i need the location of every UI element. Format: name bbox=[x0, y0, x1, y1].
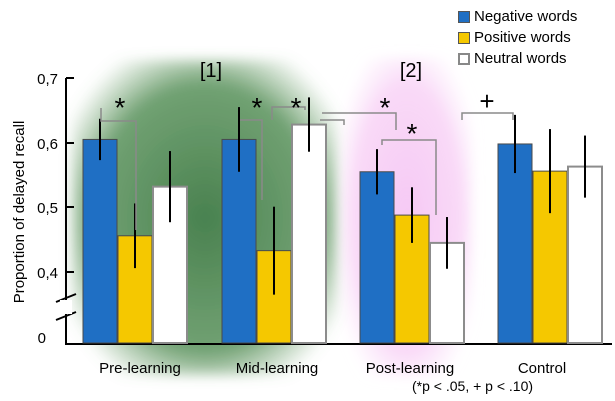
legend-label-positive: Positive words bbox=[474, 29, 571, 46]
significance-star: * bbox=[252, 92, 263, 123]
bracket-mid-c bbox=[320, 119, 345, 125]
significance-star: * bbox=[407, 118, 418, 149]
legend-label-neutral: Neutral words bbox=[474, 50, 567, 67]
significance-brackets bbox=[100, 106, 514, 230]
y-tick-label: 0,7 bbox=[37, 71, 58, 88]
bracket-control bbox=[461, 112, 514, 120]
bracket-mid-a bbox=[240, 119, 263, 200]
bars-layer bbox=[82, 97, 603, 344]
significance-star: * bbox=[380, 92, 391, 123]
legend-swatch-positive bbox=[458, 31, 470, 44]
bar-neutral-words bbox=[291, 123, 327, 344]
bracket-neutral bbox=[322, 112, 397, 130]
bracket-post bbox=[381, 139, 437, 215]
y-tick-label: 0,5 bbox=[37, 200, 58, 217]
bar-negative-words bbox=[497, 143, 533, 344]
bar-negative-words bbox=[82, 138, 118, 344]
group-label-2: [2] bbox=[400, 60, 422, 82]
bar-negative-words bbox=[359, 171, 395, 344]
legend-swatch-negative bbox=[458, 10, 470, 23]
legend-item-neutral: Neutral words bbox=[458, 48, 577, 69]
axis-break-mark bbox=[55, 293, 77, 303]
significance-plus: + bbox=[479, 86, 494, 116]
axis-break-mark bbox=[55, 311, 77, 321]
y-tick-label: 0 bbox=[38, 330, 46, 347]
y-tick-label: 0,4 bbox=[37, 265, 58, 282]
x-category-label: Control bbox=[518, 360, 566, 377]
x-category-label: Post-learning bbox=[366, 360, 454, 377]
legend: Negative words Positive words Neutral wo… bbox=[458, 6, 577, 69]
bar-negative-words bbox=[221, 138, 257, 344]
legend-swatch-neutral bbox=[458, 52, 470, 65]
y-axis-label: Proportion of delayed recall bbox=[11, 121, 28, 304]
legend-item-positive: Positive words bbox=[458, 27, 577, 48]
significance-star: * bbox=[115, 92, 126, 123]
footnote: (*p < .05, + p < .10) bbox=[412, 378, 534, 394]
legend-label-negative: Negative words bbox=[474, 8, 578, 25]
significance-star: * bbox=[291, 92, 302, 123]
x-category-label: Mid-learning bbox=[236, 360, 319, 377]
legend-item-negative: Negative words bbox=[458, 6, 577, 27]
bracket-pre bbox=[100, 108, 137, 230]
group-label-1: [1] bbox=[200, 60, 222, 82]
x-category-label: Pre-learning bbox=[99, 360, 181, 377]
bracket-mid-b bbox=[271, 106, 306, 120]
y-tick-label: 0,6 bbox=[37, 136, 58, 153]
